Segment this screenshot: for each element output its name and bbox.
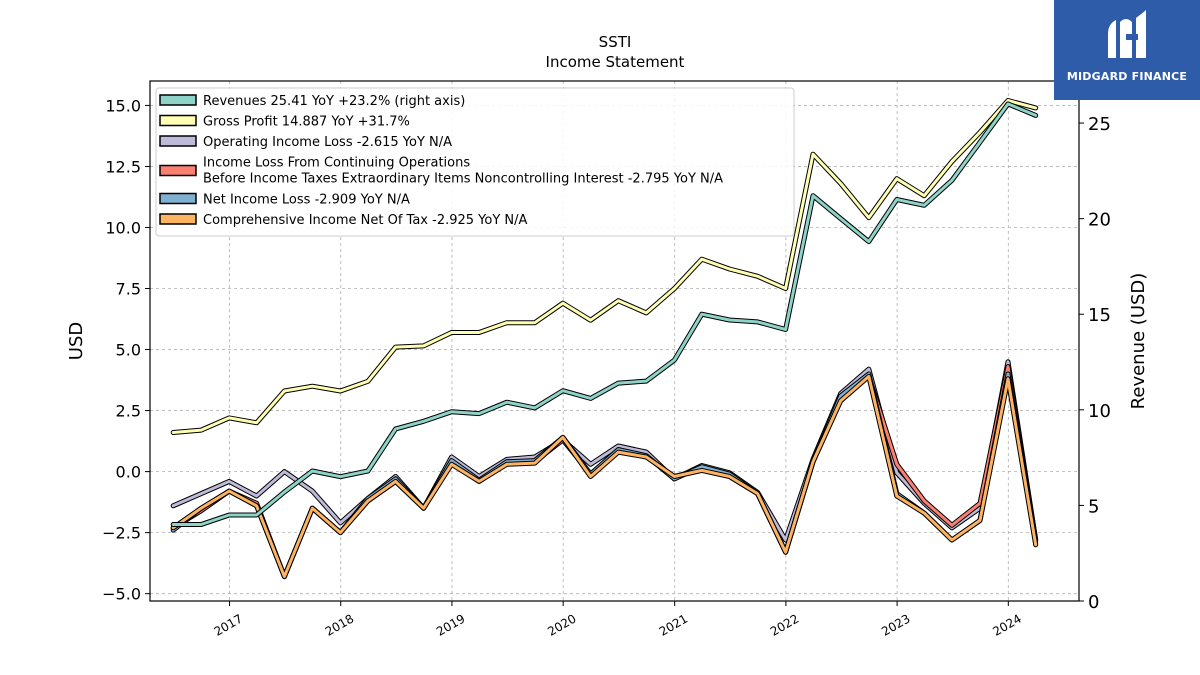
x-tick-label: 2017: [212, 611, 245, 638]
legend-label: Gross Profit 14.887 YoY +31.7%: [203, 115, 410, 130]
legend-label: Revenues 25.41 YoY +23.2% (right axis): [203, 94, 465, 109]
y-tick-label-right: 10: [1088, 401, 1111, 422]
y-tick-label-right: 0: [1088, 592, 1099, 613]
y-tick-label-right: 15: [1088, 305, 1111, 326]
midgard-finance-logo: MIDGARD FINANCE: [1054, 0, 1200, 100]
x-tick-label: 2024: [990, 611, 1023, 638]
y-tick-label-left: −5.0: [102, 585, 141, 604]
y-tick-label-left: 15.0: [105, 96, 141, 115]
legend: Revenues 25.41 YoY +23.2% (right axis) Gr…: [155, 87, 795, 237]
y-axis-label-left: USD: [66, 322, 87, 360]
legend-swatch: [159, 135, 197, 147]
legend-label: Operating Income Loss -2.615 YoY N/A: [203, 135, 452, 150]
series-lines: [170, 98, 1039, 580]
legend-swatch: [159, 213, 197, 225]
legend-label: Comprehensive Income Net Of Tax -2.925 Y…: [203, 213, 528, 228]
chart-subtitle: Income Statement: [546, 53, 685, 71]
series-line-gross-profit: [171, 99, 1038, 434]
legend-box: [155, 87, 795, 237]
plot-frame: [149, 80, 1080, 602]
legend-label: Income Loss From Continuing Operations: [203, 156, 470, 171]
legend-swatch: [159, 192, 197, 205]
y-tick-label-left: 7.5: [116, 280, 141, 299]
x-axis: 2017 2018 2019 2020 2021 2022 2023 2024: [212, 601, 1024, 639]
y-tick-label-left: 2.5: [116, 402, 141, 421]
series-line-comprehensive-income-net-of-tax: [171, 374, 1038, 579]
x-tick-label: 2022: [768, 611, 801, 638]
y-tick-label-left: 10.0: [105, 218, 141, 237]
y-tick-label-left: 0.0: [116, 463, 141, 482]
x-tick-label: 2019: [434, 611, 467, 638]
x-tick-label: 2021: [657, 611, 690, 638]
legend-label: Before Income Taxes Extraordinary Items …: [203, 172, 723, 187]
x-tick-label: 2018: [323, 611, 356, 638]
series-line-revenues: [171, 102, 1038, 526]
right-y-axis: 0 5 10 15 20 25: [1079, 114, 1111, 613]
x-tick-label: 2020: [545, 611, 578, 638]
y-tick-label-left: 5.0: [116, 341, 141, 360]
legend-swatch: [159, 164, 197, 177]
legend-label: Net Income Loss -2.909 YoY N/A: [203, 193, 410, 208]
midgard-logo-mark: [1108, 10, 1146, 58]
left-y-axis: −5.0 −2.5 0.0 2.5 5.0 7.5 10.0 12.5 15.0: [102, 96, 150, 604]
logo-text: MIDGARD FINANCE: [1066, 70, 1188, 83]
y-tick-label-left: 12.5: [105, 157, 141, 176]
y-tick-label-right: 25: [1088, 114, 1111, 135]
legend-swatch: [159, 114, 197, 127]
y-axis-label-right: Revenue (USD): [1128, 273, 1149, 410]
y-tick-label-right: 5: [1088, 496, 1099, 517]
y-tick-label-left: −2.5: [102, 524, 141, 543]
y-tick-label-right: 20: [1088, 210, 1111, 231]
legend-swatch: [159, 94, 197, 106]
chart-title: SSTI: [599, 33, 632, 51]
x-tick-label: 2023: [879, 611, 912, 638]
